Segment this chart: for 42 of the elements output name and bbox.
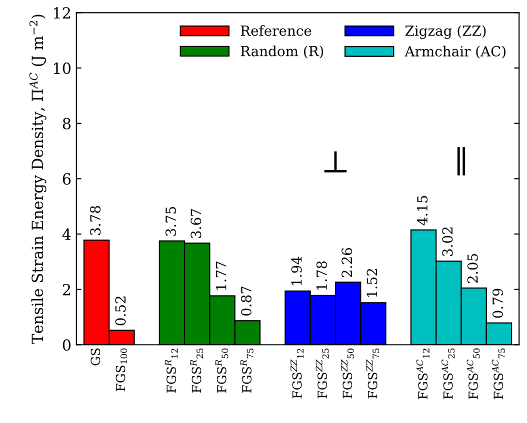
- data-label: 4.15: [417, 196, 428, 226]
- x-tick-label: FGS$_{100}$: [116, 348, 128, 392]
- x-tick-label: FGS$^{AC}$$_{25}$: [442, 348, 455, 400]
- y-tick-label: 10: [54, 62, 71, 74]
- x-tick-label: FGS$^{AC}$$_{75}$: [492, 348, 505, 400]
- y-tick-label: 0: [62, 339, 71, 351]
- data-label: 2.05: [467, 254, 478, 283]
- y-tick-label: 4: [62, 228, 71, 240]
- data-label: 3.78: [90, 206, 101, 235]
- annotation: ∥: [457, 147, 466, 176]
- data-label: 1.77: [216, 262, 226, 290]
- y-tick-label: 8: [62, 118, 71, 130]
- x-tick-label: GS: [90, 348, 100, 366]
- data-label: 1.94: [291, 256, 302, 286]
- annotation: ⊥: [324, 151, 347, 172]
- x-tick-label: FGS$^{ZZ}$$_{12}$: [290, 348, 304, 398]
- x-tick-label: FGS$^{R}$$_{50}$: [215, 348, 228, 393]
- x-tick-label: FGS$^{R}$$_{12}$: [164, 348, 178, 393]
- data-label: 3.75: [166, 206, 176, 236]
- legend-label: Armchair (AC): [404, 46, 506, 58]
- x-tick-label: FGS$^{ZZ}$$_{50}$: [341, 348, 354, 398]
- data-label: 3.67: [190, 209, 202, 238]
- legend-label: Zigzag (ZZ): [405, 25, 486, 39]
- y-tick-label: 6: [62, 173, 71, 185]
- x-tick-label: FGS$^{ZZ}$$_{75}$: [366, 348, 380, 398]
- y-axis-title: Tensile Strain Energy Density, Π$^{AC}$ (J m$^{−2}$): [29, 14, 46, 344]
- data-label: 0.52: [115, 296, 126, 326]
- x-tick-label: FGS$^{AC}$$_{50}$: [466, 348, 480, 400]
- data-label: 0.79: [492, 288, 504, 318]
- x-tick-label: FGS$^{AC}$$_{12}$: [416, 348, 430, 400]
- y-tick-label: 2: [62, 284, 70, 296]
- legend-label: Reference: [240, 25, 312, 36]
- x-tick-label: FGS$^{R}$$_{75}$: [240, 348, 254, 393]
- y-tick-label: 12: [54, 7, 70, 18]
- data-label: 0.87: [240, 286, 252, 316]
- data-label: 1.78: [316, 261, 327, 290]
- x-tick-label: FGS$^{ZZ}$$_{25}$: [316, 348, 329, 398]
- x-tick-label: FGS$^{R}$$_{25}$: [190, 348, 204, 393]
- data-label: 1.52: [366, 268, 378, 297]
- legend-label: Random (R): [240, 46, 324, 58]
- data-label: 3.02: [442, 227, 453, 256]
- data-label: 2.26: [342, 248, 352, 278]
